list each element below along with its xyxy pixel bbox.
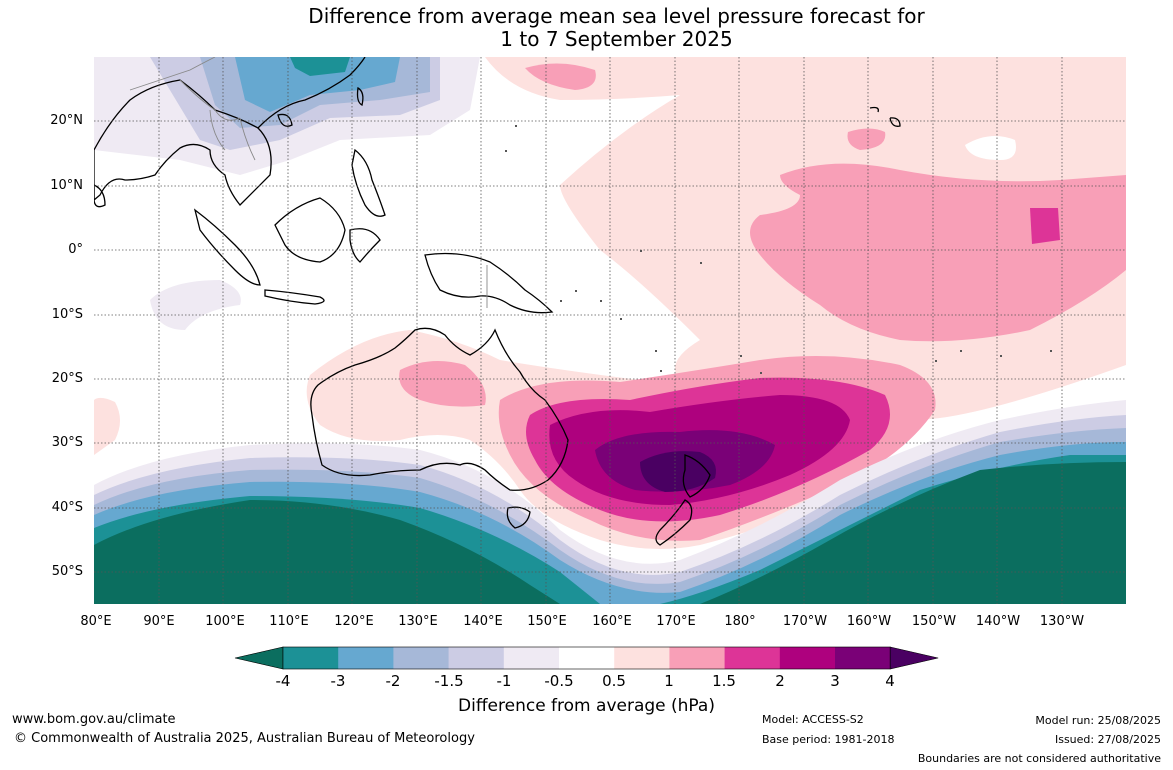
colorbar-cell: [669, 647, 726, 669]
footer-issued: Issued: 27/08/2025: [1054, 733, 1161, 746]
colorbar-tick: 3: [830, 672, 840, 690]
footer-boundaries-note: Boundaries are not considered authoritat…: [917, 752, 1161, 765]
lon-label-120e: 120°E: [334, 614, 374, 629]
anomaly-positive-1-hawaii: [847, 128, 886, 150]
lat-label-20n: 20°N: [50, 113, 83, 128]
pressure-anomaly-map: [94, 57, 1126, 604]
coastline-borneo: [274, 197, 346, 263]
footer-model-run: Model run: 25/08/2025: [1035, 714, 1161, 727]
colorbar-tick: 0.5: [602, 672, 626, 690]
coastline-australia: [310, 327, 569, 491]
colorbar-tick: 2: [775, 672, 785, 690]
colorbar-frame: [282, 646, 891, 670]
anomaly-zero-east: [965, 136, 1016, 160]
colorbar-extend-high: [889, 646, 939, 670]
coastline-sulawesi: [349, 228, 381, 263]
colorbar-tick: 1: [664, 672, 674, 690]
anomaly-positive-1-5-pacific: [1030, 208, 1060, 244]
lon-label-150w: 150°W: [911, 614, 957, 629]
map-title-line-1: Difference from average mean sea level p…: [308, 4, 925, 28]
lat-label-30s: 30°S: [51, 435, 83, 450]
coastline-sumatra: [193, 208, 261, 286]
lon-label-160w: 160°W: [846, 614, 892, 629]
colorbar-cell: [614, 647, 670, 669]
colorbar-cell: [779, 647, 836, 669]
anomaly-positive-1-australia-inland: [399, 361, 486, 407]
lat-label-10n: 10°N: [50, 178, 83, 193]
lon-label-130e: 130°E: [398, 614, 438, 629]
anomaly-positive-0-5-west: [94, 397, 120, 455]
map-title-line-2: 1 to 7 September 2025: [500, 27, 733, 51]
colorbar-cell: [393, 647, 450, 669]
colorbar-tick: -1: [496, 672, 512, 690]
pacific-islands: [505, 125, 1052, 374]
coastline-new-zealand-south: [655, 499, 693, 546]
colorbar: [234, 646, 939, 670]
coastline-sri-lanka: [94, 184, 106, 208]
anomaly-west-weak-negative: [150, 280, 241, 330]
graticule: [94, 57, 1126, 604]
anomaly-positive-1-pacific: [750, 163, 1126, 342]
lon-label-90e: 90°E: [143, 614, 175, 629]
colorbar-tick: -1.5: [434, 672, 464, 690]
colorbar-tick: -2: [385, 672, 401, 690]
lon-label-170e: 170°E: [656, 614, 696, 629]
coastline-tasmania: [506, 506, 531, 529]
anomaly-south-negative-4-east: [700, 462, 1126, 604]
colorbar-tick: -4: [275, 672, 291, 690]
colorbar-cell: [559, 647, 615, 669]
coastline-china: [257, 57, 366, 129]
colorbar-cell: [503, 647, 560, 669]
colorbar-cell: [835, 647, 891, 669]
footer-base-period: Base period: 1981-2018: [762, 733, 895, 746]
colorbar-tick: -0.5: [544, 672, 574, 690]
lon-label-150e: 150°E: [527, 614, 567, 629]
colorbar-cell: [338, 647, 394, 669]
footer-url: www.bom.gov.au/climate: [12, 712, 176, 727]
lat-label-0: 0°: [68, 242, 83, 257]
colorbar-cell: [724, 647, 781, 669]
lon-label-100e: 100°E: [205, 614, 245, 629]
coastline-taiwan: [356, 86, 364, 106]
anomaly-south-negative-4: [94, 500, 560, 604]
footer-model: Model: ACCESS-S2: [762, 713, 864, 726]
coastline-hawaii: [869, 106, 901, 127]
colorbar-tick: 1.5: [712, 672, 736, 690]
lon-label-130w: 130°W: [1039, 614, 1085, 629]
colorbar-tick: -3: [330, 672, 346, 690]
anomaly-north-negative-3: [290, 57, 350, 76]
coastline-hainan: [277, 113, 293, 127]
coastline-new-guinea: [424, 252, 554, 314]
colorbar-cell: [283, 647, 339, 669]
lat-label-40s: 40°S: [51, 500, 83, 515]
lon-label-80e: 80°E: [80, 614, 112, 629]
lat-label-50s: 50°S: [51, 564, 83, 579]
lon-label-160e: 160°E: [592, 614, 632, 629]
colorbar-cell: [448, 647, 505, 669]
colorbar-extend-low: [234, 646, 284, 670]
coastline-new-zealand-north: [682, 454, 711, 498]
lat-label-10s: 10°S: [51, 307, 83, 322]
colorbar-tick: 4: [885, 672, 895, 690]
lat-label-20s: 20°S: [51, 371, 83, 386]
coastline-philippines: [351, 148, 386, 217]
lon-label-110e: 110°E: [269, 614, 309, 629]
lon-label-180: 180°: [724, 614, 756, 629]
anomaly-positive-1-north: [525, 63, 596, 90]
lon-label-140e: 140°E: [463, 614, 503, 629]
colorbar-label: Difference from average (hPa): [458, 696, 715, 716]
footer-copyright: © Commonwealth of Australia 2025, Austra…: [14, 731, 475, 746]
borders: [129, 57, 488, 308]
coastline-java: [264, 289, 325, 305]
lon-label-170w: 170°W: [782, 614, 828, 629]
anomaly-north-negative-2: [235, 57, 400, 112]
lon-label-140w: 140°W: [975, 614, 1021, 629]
